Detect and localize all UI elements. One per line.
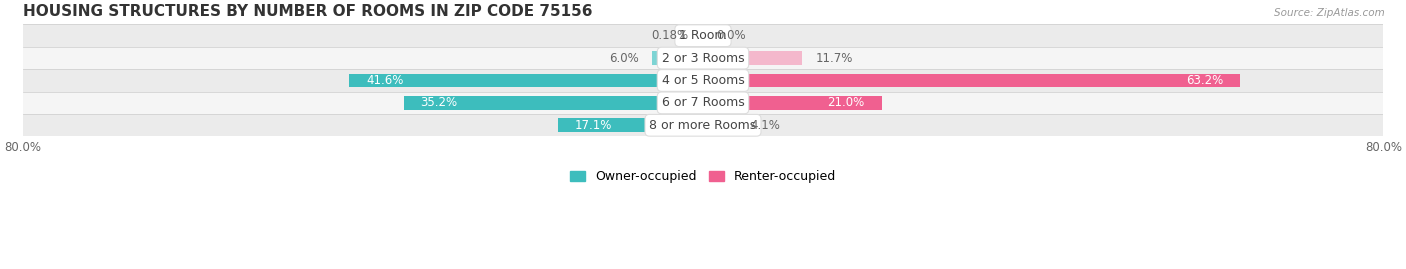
Text: 0.0%: 0.0% [716, 29, 745, 42]
Bar [404, 96, 703, 110]
Bar [22, 47, 1384, 69]
Text: 6 or 7 Rooms: 6 or 7 Rooms [662, 96, 744, 109]
Bar [22, 114, 1384, 136]
Text: 0.18%: 0.18% [651, 29, 689, 42]
Bar [22, 69, 1384, 92]
Bar [703, 73, 1240, 87]
Text: 2 or 3 Rooms: 2 or 3 Rooms [662, 52, 744, 65]
Bar [349, 73, 703, 87]
Bar [558, 118, 703, 132]
Bar [652, 51, 703, 65]
Text: HOUSING STRUCTURES BY NUMBER OF ROOMS IN ZIP CODE 75156: HOUSING STRUCTURES BY NUMBER OF ROOMS IN… [22, 4, 592, 19]
Bar [703, 96, 882, 110]
Text: 17.1%: 17.1% [575, 119, 612, 132]
Text: 4.1%: 4.1% [751, 119, 780, 132]
Text: 8 or more Rooms: 8 or more Rooms [650, 119, 756, 132]
Text: 35.2%: 35.2% [420, 96, 458, 109]
Legend: Owner-occupied, Renter-occupied: Owner-occupied, Renter-occupied [565, 165, 841, 189]
Text: 21.0%: 21.0% [827, 96, 865, 109]
Text: Source: ZipAtlas.com: Source: ZipAtlas.com [1274, 8, 1385, 18]
Bar [703, 118, 738, 132]
Text: 63.2%: 63.2% [1187, 74, 1223, 87]
Bar [702, 29, 703, 43]
Bar [22, 24, 1384, 47]
Text: 4 or 5 Rooms: 4 or 5 Rooms [662, 74, 744, 87]
Text: 6.0%: 6.0% [609, 52, 640, 65]
Bar [703, 51, 803, 65]
Text: 41.6%: 41.6% [366, 74, 404, 87]
Text: 1 Room: 1 Room [679, 29, 727, 42]
Text: 11.7%: 11.7% [815, 52, 852, 65]
Bar [22, 92, 1384, 114]
